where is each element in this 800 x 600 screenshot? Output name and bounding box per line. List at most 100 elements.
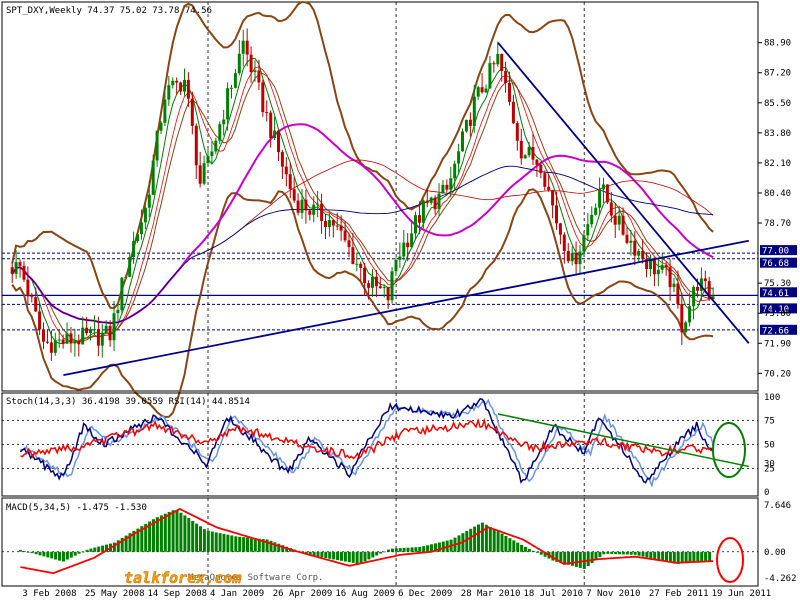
stoch-lines <box>19 397 749 488</box>
x-tick-label: 25 May 2008 <box>85 589 145 599</box>
macd-bar <box>230 535 234 552</box>
macd-bar <box>574 551 578 567</box>
candle-body <box>527 147 531 156</box>
macd-axis: 7.646 0.00 -4.262 <box>764 501 797 584</box>
candle-body <box>664 265 668 268</box>
candle-body <box>116 309 120 314</box>
macd-bar <box>257 538 261 552</box>
candle-body <box>257 70 261 83</box>
candle-body <box>202 163 206 184</box>
macd-bar <box>488 527 492 552</box>
macd-bar <box>688 551 692 563</box>
macd-bar <box>398 548 402 552</box>
macd-pane-frame <box>1 497 759 587</box>
macd-bar <box>531 550 535 552</box>
candle-body <box>96 329 100 346</box>
candle-body <box>132 241 136 257</box>
chart-title: SPT_DXY,Weekly 74.37 75.02 73.78 74.56 <box>6 6 212 16</box>
candle-body <box>22 265 26 280</box>
level-label-box <box>760 257 797 268</box>
candle-body <box>617 215 621 225</box>
macd-bar <box>34 551 38 555</box>
candle-body <box>183 79 186 92</box>
macd-bar <box>379 551 383 554</box>
candle-body <box>672 283 676 288</box>
candle-body <box>324 221 327 228</box>
candle-body <box>226 88 230 120</box>
candle-body <box>625 234 629 243</box>
candle-body <box>85 327 89 334</box>
trendline-support <box>63 239 749 376</box>
x-tick-label: 4 Jan 2009 <box>210 589 264 599</box>
macd-bar <box>680 551 684 564</box>
candle-body <box>688 306 692 323</box>
macd-bar <box>58 551 61 561</box>
candle-body <box>163 99 167 123</box>
macd-bar <box>684 551 688 564</box>
candle-body <box>214 140 218 152</box>
macd-bar <box>155 517 159 552</box>
macd-bar <box>340 551 343 561</box>
macd-bar <box>414 547 418 552</box>
x-tick-label: 16 Aug 2009 <box>335 589 395 599</box>
candle-body <box>656 269 660 275</box>
candle-body <box>273 130 277 138</box>
candle-body <box>511 101 515 124</box>
macd-bar <box>469 528 473 552</box>
macd-bar <box>246 537 249 552</box>
macd-bar <box>65 551 69 560</box>
macd-bar <box>668 551 672 563</box>
candle-body <box>245 40 249 55</box>
macd-bar <box>242 537 246 552</box>
candle-body <box>449 178 453 190</box>
macd-bar <box>347 551 351 563</box>
macd-bar <box>202 529 206 552</box>
candle-body <box>230 87 233 89</box>
candle-body <box>574 253 578 265</box>
candle-body <box>210 151 214 156</box>
macd-bar <box>183 515 187 552</box>
macd-bar <box>586 551 590 566</box>
macd-bar <box>700 551 704 562</box>
level-label: 74.10 <box>762 305 789 315</box>
candle-body <box>139 222 143 235</box>
macd-bar <box>249 537 253 552</box>
macd-bar <box>89 548 93 552</box>
candle-body <box>500 54 504 71</box>
macd-bar <box>281 545 285 552</box>
candle-body <box>566 251 570 262</box>
candle-body <box>65 333 69 344</box>
macd-pane: MACD(5,34,5) -1.475 -1.530 7.646 0.00 -4.2… <box>1 497 797 587</box>
candle-body <box>382 287 386 289</box>
candle-body <box>414 215 417 234</box>
candle-body <box>320 203 324 221</box>
candle-body <box>398 256 402 260</box>
macd-bar <box>195 523 199 552</box>
candle-body <box>496 54 500 65</box>
macd-bar <box>77 551 81 554</box>
candle-body <box>179 82 183 92</box>
macd-bar <box>351 551 355 563</box>
candle-body <box>92 329 96 330</box>
macd-bar <box>214 532 218 552</box>
macd-bar <box>336 551 340 561</box>
macd-bar <box>473 526 477 552</box>
candle-body <box>359 263 363 268</box>
macd-bar <box>332 551 336 560</box>
candle-body <box>629 240 633 243</box>
macd-bar <box>163 513 167 552</box>
candle-body <box>69 333 73 344</box>
stoch-tick-label: 0 <box>764 488 769 498</box>
candle-body <box>707 281 711 299</box>
candle-body <box>523 155 527 159</box>
macd-bar <box>539 551 543 555</box>
macd-bar <box>524 546 527 552</box>
candle-body <box>304 199 308 211</box>
candle-body <box>586 224 590 236</box>
stoch-tick-label: 30 <box>764 460 775 470</box>
candle-body <box>621 215 625 235</box>
candle-body <box>613 215 617 225</box>
